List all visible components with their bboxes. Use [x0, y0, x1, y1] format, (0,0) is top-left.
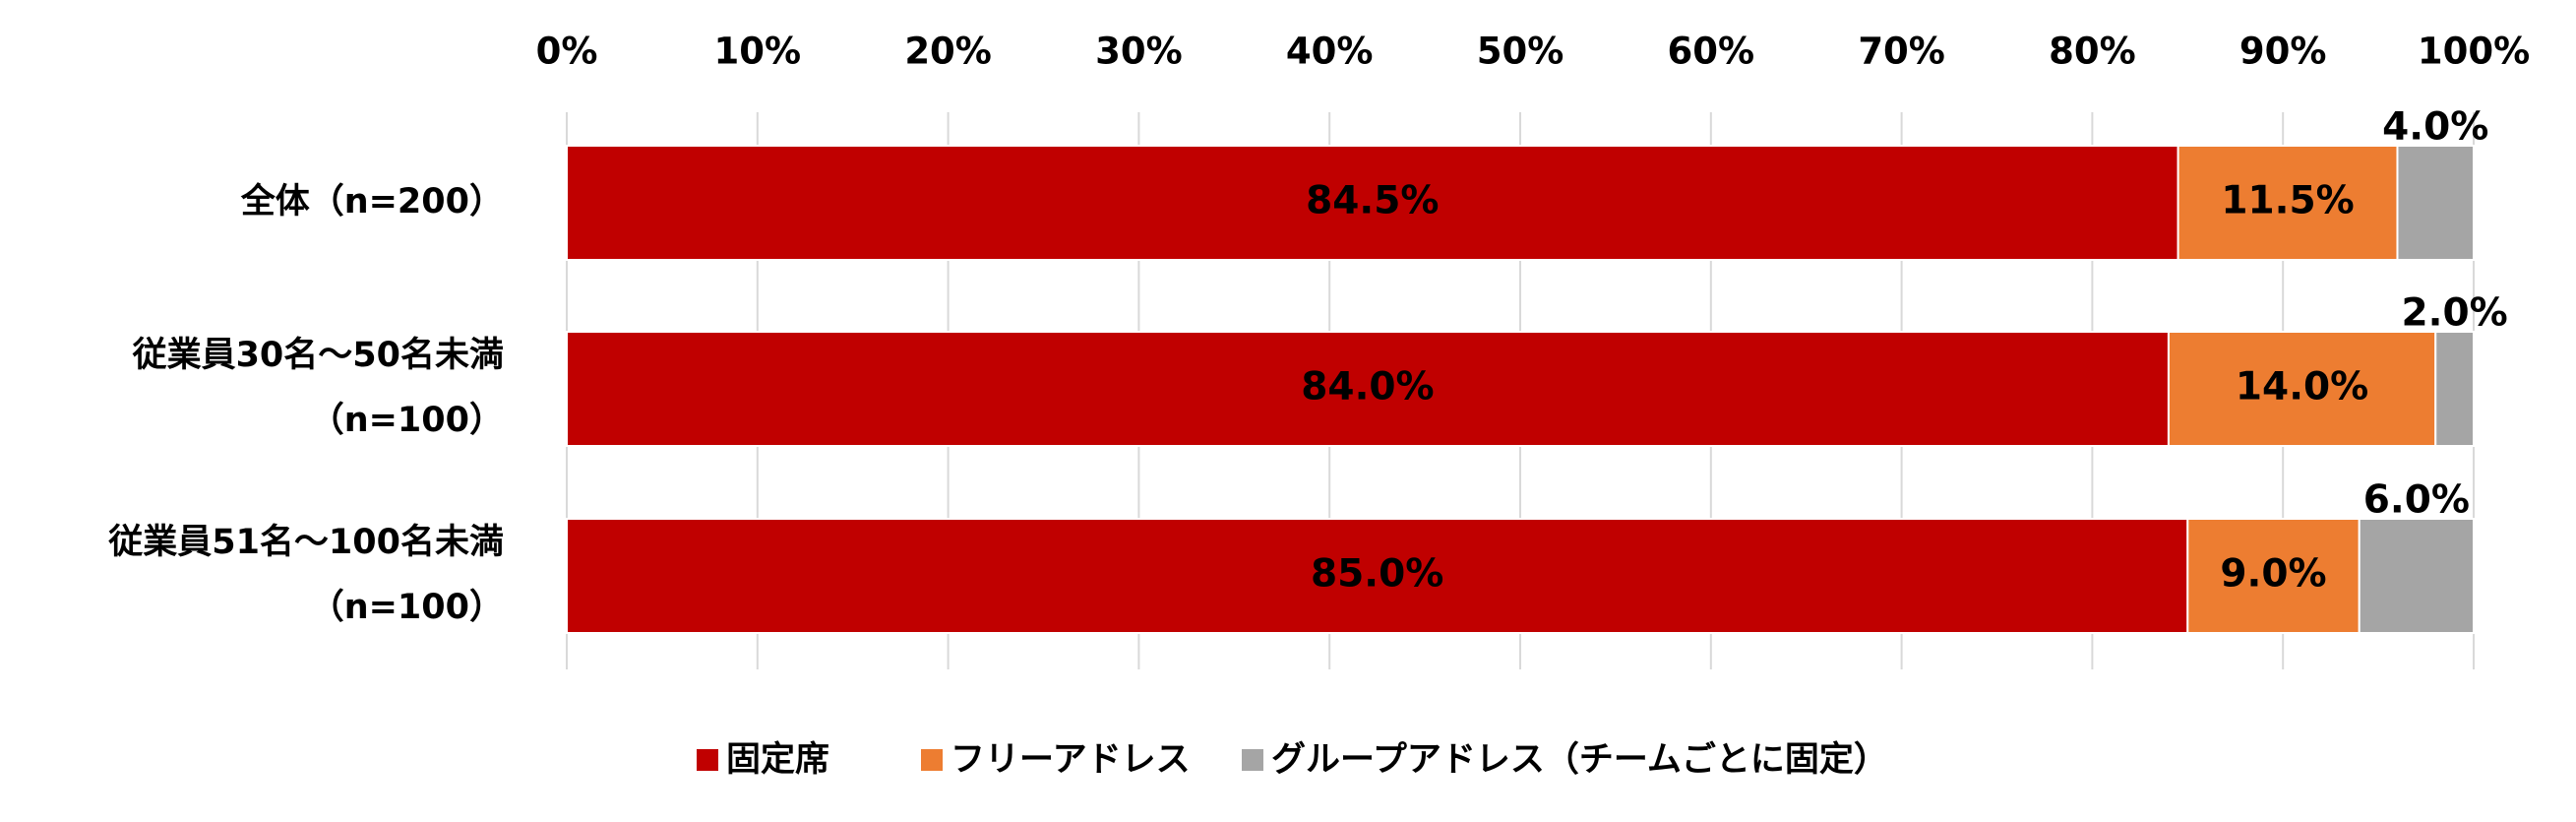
- value-label: 4.0%: [2382, 105, 2488, 150]
- x-tick-label: 70%: [1858, 31, 1945, 73]
- bar-segment: [566, 331, 2170, 447]
- bar-segment: [2434, 331, 2475, 447]
- x-tick-label: 80%: [2049, 31, 2136, 73]
- x-tick-label: 60%: [1668, 31, 1755, 73]
- x-tick-label: 30%: [1095, 31, 1183, 73]
- bar-segment: [2358, 518, 2475, 634]
- bar-segment: [2396, 145, 2475, 261]
- value-label: 85.0%: [1311, 552, 1443, 597]
- value-label: 9.0%: [2220, 552, 2326, 597]
- x-tick-label: 0%: [536, 31, 598, 73]
- x-tick-label: 40%: [1286, 31, 1374, 73]
- x-tick-label: 50%: [1477, 31, 1564, 73]
- value-label: 11.5%: [2221, 179, 2354, 223]
- y-tick-label: 従業員51名～100名未満: [107, 523, 504, 562]
- x-tick-label: 10%: [714, 31, 802, 73]
- y-tick-label: 従業員30名～50名未満: [132, 336, 504, 375]
- bar-segment: [566, 145, 2179, 261]
- value-label: 14.0%: [2236, 365, 2368, 410]
- legend-label: フリーアドレス: [951, 740, 1191, 780]
- legend-label: グループアドレス（チームごとに固定）: [1271, 740, 1888, 780]
- y-tick-label: （n=100）: [310, 588, 504, 627]
- bar-segment: [2167, 331, 2437, 447]
- legend-swatch: [697, 749, 718, 771]
- x-tick-label: 100%: [2418, 31, 2530, 73]
- value-label: 2.0%: [2402, 291, 2508, 336]
- y-tick-label: （n=100）: [310, 401, 504, 440]
- value-label: 84.5%: [1306, 179, 1439, 223]
- legend-swatch: [1242, 749, 1263, 771]
- legend-swatch: [921, 749, 943, 771]
- bar-segment: [2186, 518, 2361, 634]
- bar-segment: [566, 518, 2189, 634]
- x-tick-label: 20%: [904, 31, 992, 73]
- bar-segment: [2177, 145, 2399, 261]
- y-tick-label: 全体（n=200）: [240, 181, 504, 221]
- legend-label: 固定席: [726, 740, 829, 780]
- value-label: 84.0%: [1301, 365, 1434, 410]
- x-tick-label: 90%: [2239, 31, 2327, 73]
- value-label: 6.0%: [2363, 478, 2470, 523]
